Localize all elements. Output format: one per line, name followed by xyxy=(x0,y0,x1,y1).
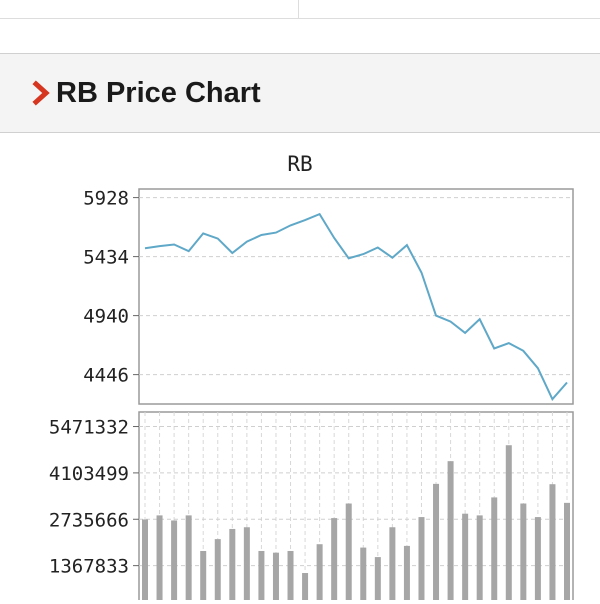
volume-bar xyxy=(564,502,570,604)
price-axis-ticks: 5928 5434 4940 4446 xyxy=(83,188,139,387)
volume-bar xyxy=(331,518,338,604)
volume-bar xyxy=(142,519,148,604)
volume-bar xyxy=(491,497,498,604)
volume-bar xyxy=(316,544,323,604)
volume-bar xyxy=(258,550,265,604)
volume-tick-label: 5471332 xyxy=(49,417,129,439)
volume-bar xyxy=(214,539,221,604)
volume-bar xyxy=(549,484,556,604)
volume-bar xyxy=(520,503,527,604)
volume-bar xyxy=(200,550,207,604)
volume-bar xyxy=(403,545,410,604)
volume-tick-label: 2735666 xyxy=(49,509,129,531)
volume-bar xyxy=(447,461,454,604)
volume-bar xyxy=(156,515,163,604)
volume-bar xyxy=(229,528,236,604)
volume-bar xyxy=(360,547,367,604)
price-volume-chart: RB 5928 5434 4940 4446 5471332 4103499 273566… xyxy=(49,152,574,604)
volume-bar xyxy=(389,527,396,604)
chart-title: RB xyxy=(287,152,312,176)
volume-bar xyxy=(185,515,192,604)
section-title: RB Price Chart xyxy=(56,77,261,109)
volume-axis-ticks: 5471332 4103499 2735666 1367833 xyxy=(49,417,139,578)
volume-plot-frame xyxy=(138,411,574,604)
chart-area: RB 5928 5434 4940 4446 5471332 4103499 273566… xyxy=(0,133,600,604)
volume-tick-label: 1367833 xyxy=(49,556,129,578)
volume-bar xyxy=(272,552,279,604)
price-tick-label: 4446 xyxy=(83,365,129,387)
volume-bar xyxy=(171,520,178,604)
volume-bar xyxy=(534,517,541,604)
volume-bar xyxy=(505,445,512,604)
volume-tick-label: 4103499 xyxy=(49,463,129,485)
chevron-right-icon-stroke xyxy=(32,80,50,106)
volume-bar xyxy=(287,550,294,604)
volume-bar xyxy=(243,527,250,604)
spacer-band xyxy=(0,19,600,53)
volume-bar xyxy=(476,515,483,604)
volume-bar xyxy=(302,573,309,604)
volume-bar xyxy=(462,513,469,604)
price-series-line xyxy=(144,212,568,402)
volume-bar xyxy=(374,557,381,604)
tab-divider xyxy=(298,0,299,18)
volume-bar xyxy=(433,483,440,604)
chevron-right-icon xyxy=(32,80,50,106)
top-tab-strip xyxy=(0,0,600,19)
volume-bars xyxy=(142,445,570,604)
price-tick-label: 4940 xyxy=(83,306,129,328)
price-plot-frame xyxy=(138,188,574,405)
section-header: RB Price Chart xyxy=(0,53,600,133)
price-tick-label: 5434 xyxy=(83,247,129,269)
price-tick-label: 5928 xyxy=(83,188,129,210)
volume-bar xyxy=(418,517,425,604)
volume-bar xyxy=(345,503,352,604)
